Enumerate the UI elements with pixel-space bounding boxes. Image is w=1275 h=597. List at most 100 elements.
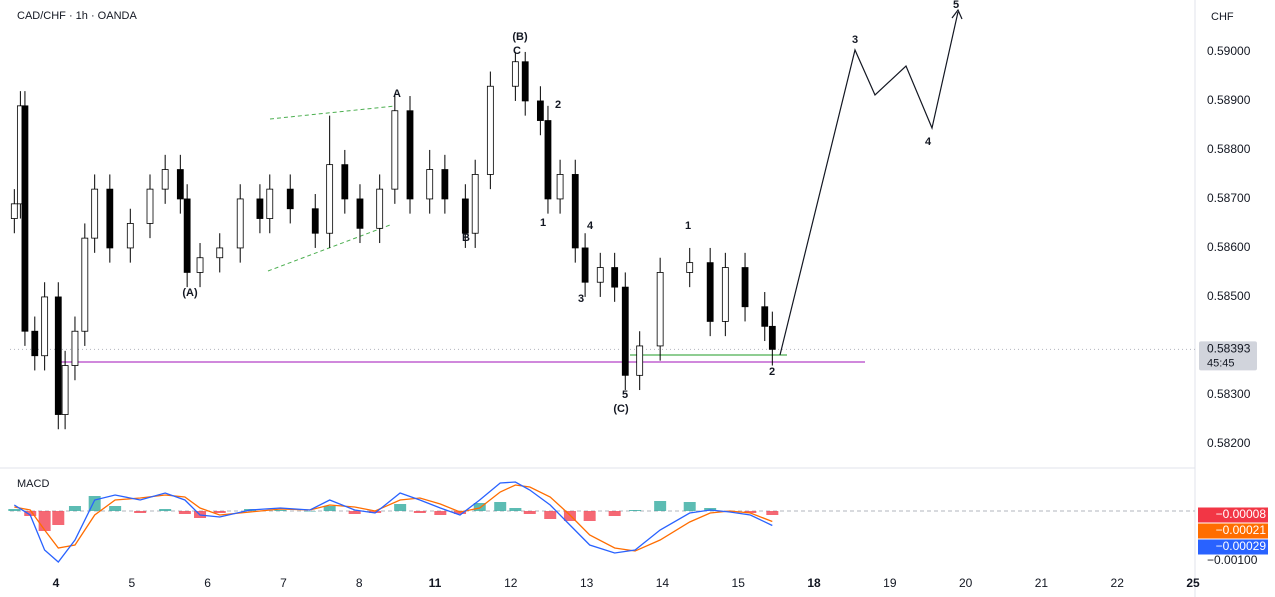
- macd-histogram-bar: [509, 508, 522, 511]
- candle-body: [761, 306, 769, 327]
- macd-histogram-bar: [683, 502, 696, 511]
- macd-histogram-bar: [629, 510, 642, 511]
- macd-line: [13, 481, 773, 563]
- macd-value-label: −0.00008: [1216, 507, 1267, 521]
- projection-arrow: [951, 8, 963, 20]
- candle-body: [511, 61, 519, 87]
- candle-body: [61, 365, 69, 415]
- macd-histogram-bar: [303, 511, 316, 512]
- candle-body: [391, 110, 399, 190]
- wave-label: 1: [685, 220, 691, 232]
- macd-histogram-bar: [178, 511, 191, 514]
- candle-body: [656, 272, 664, 347]
- x-tick-label: 19: [883, 576, 897, 590]
- candle-body: [311, 208, 319, 234]
- candle-body: [721, 267, 729, 322]
- candle-body: [521, 61, 529, 102]
- candle-body: [183, 198, 191, 273]
- x-tick-label: 6: [204, 576, 211, 590]
- x-tick-label: 22: [1111, 576, 1125, 590]
- macd-line: [14, 484, 773, 552]
- x-tick-label: 8: [356, 576, 363, 590]
- candle-body: [176, 169, 184, 200]
- macd-value-label: −0.00029: [1216, 539, 1267, 553]
- x-tick-label: 13: [580, 576, 594, 590]
- candle-body: [81, 237, 89, 332]
- candle-body: [31, 330, 39, 357]
- x-tick-label: 20: [959, 576, 973, 590]
- macd-value-box: [1198, 523, 1268, 539]
- candle-body: [461, 198, 469, 234]
- macd-value-box: [1198, 539, 1268, 555]
- candle-body: [471, 174, 479, 234]
- macd-histogram-bar: [159, 509, 172, 511]
- y-tick-label: 0.59000: [1207, 44, 1251, 58]
- candle-body: [426, 169, 434, 200]
- wave-label: 4: [587, 220, 594, 232]
- candle-body: [621, 286, 629, 376]
- candle-body: [91, 188, 99, 239]
- macd-histogram-bar: [8, 509, 21, 511]
- candle-body: [741, 267, 749, 308]
- candle-body: [71, 330, 79, 366]
- macd-histogram-bar: [473, 503, 486, 511]
- macd-histogram-bar: [766, 511, 779, 515]
- macd-histogram-bar: [744, 511, 757, 513]
- candle-body: [768, 325, 776, 350]
- candle-body: [406, 110, 414, 200]
- x-tick-label: 21: [1035, 576, 1049, 590]
- candle-body: [126, 223, 134, 249]
- candle-body: [556, 174, 564, 200]
- candle-body: [706, 262, 714, 322]
- last-price-box: [1199, 341, 1257, 371]
- candle-body: [611, 267, 619, 288]
- x-tick-label: 12: [504, 576, 518, 590]
- candle-body: [544, 120, 552, 200]
- candle-body: [536, 100, 544, 121]
- macd-histogram-bar: [394, 504, 407, 511]
- candle-body: [216, 247, 224, 259]
- y-tick-label: 0.58800: [1207, 142, 1251, 156]
- wave-label: 5: [953, 0, 959, 11]
- macd-value-label: −0.00021: [1216, 523, 1267, 537]
- candle-body: [161, 169, 169, 190]
- macd-histogram-bar: [348, 511, 361, 514]
- wave-label: C: [513, 45, 521, 57]
- trend-line: [267, 224, 391, 272]
- macd-histogram-bar: [369, 511, 382, 513]
- x-tick-label: 18: [807, 576, 821, 590]
- candle-body: [41, 296, 49, 357]
- candle-body: [441, 169, 449, 200]
- macd-value-box: [1198, 507, 1268, 523]
- y-tick-label: 0.58600: [1207, 240, 1251, 254]
- candle-body: [486, 85, 494, 175]
- last-price-label: 0.58393: [1207, 342, 1251, 356]
- macd-histogram-bar: [24, 511, 37, 516]
- candle-body: [376, 188, 384, 229]
- x-tick-label: 25: [1186, 576, 1200, 590]
- wave-label: 1: [540, 217, 546, 229]
- wave-label: 4: [925, 136, 932, 148]
- macd-histogram-bar: [213, 511, 226, 513]
- macd-title: MACD: [17, 478, 49, 490]
- wave-label: 2: [769, 366, 775, 378]
- y-tick-label: 0.58300: [1207, 387, 1251, 401]
- macd-histogram-bar: [544, 511, 557, 519]
- candle-body: [146, 188, 154, 224]
- macd-histogram-bar: [654, 501, 667, 511]
- candle-body: [356, 198, 364, 229]
- candle-body: [341, 164, 349, 200]
- y-tick-label: 0.58900: [1207, 93, 1251, 107]
- candle-body: [581, 247, 589, 283]
- candle-body: [571, 174, 579, 249]
- candle-body: [21, 105, 29, 332]
- x-tick-label: 4: [53, 576, 60, 590]
- macd-histogram-bar: [434, 511, 447, 515]
- x-tick-label: 14: [656, 576, 670, 590]
- wave-label: (B): [512, 31, 528, 43]
- macd-histogram-bar: [52, 511, 65, 525]
- macd-histogram-bar: [523, 511, 536, 514]
- candle-body: [256, 198, 264, 219]
- wave-label: A: [393, 88, 401, 100]
- macd-histogram-bar: [494, 502, 507, 511]
